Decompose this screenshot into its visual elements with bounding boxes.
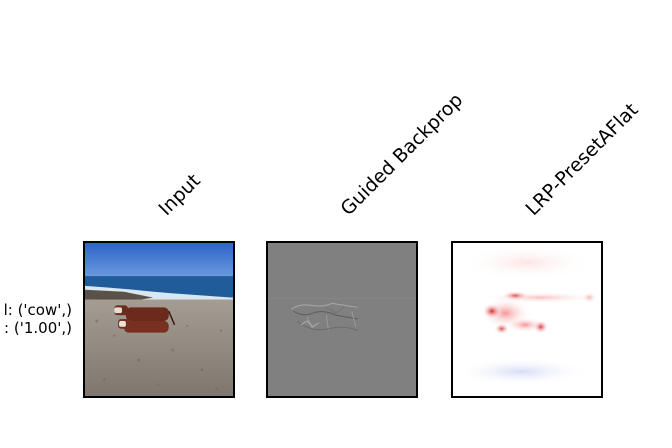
lrp-relevance-map xyxy=(453,243,601,396)
input-image-panel xyxy=(83,241,235,398)
guided-backprop-map xyxy=(268,243,416,396)
row-label-score: : ('1.00',) xyxy=(4,319,72,337)
cow-lying xyxy=(118,319,169,333)
column-title-input: Input xyxy=(154,169,205,220)
input-image xyxy=(85,243,233,396)
guided-backprop-panel xyxy=(266,241,418,398)
row-label-class: l: ('cow',) xyxy=(3,301,72,319)
lrp-presetaflat-panel xyxy=(451,241,603,398)
row-label: l: ('cow',) : ('1.00',) xyxy=(4,301,72,337)
column-title-lrp-presetaflat: LRP-PresetAFlat xyxy=(521,98,643,220)
column-title-guided-backprop: Guided Backprop xyxy=(336,89,468,220)
